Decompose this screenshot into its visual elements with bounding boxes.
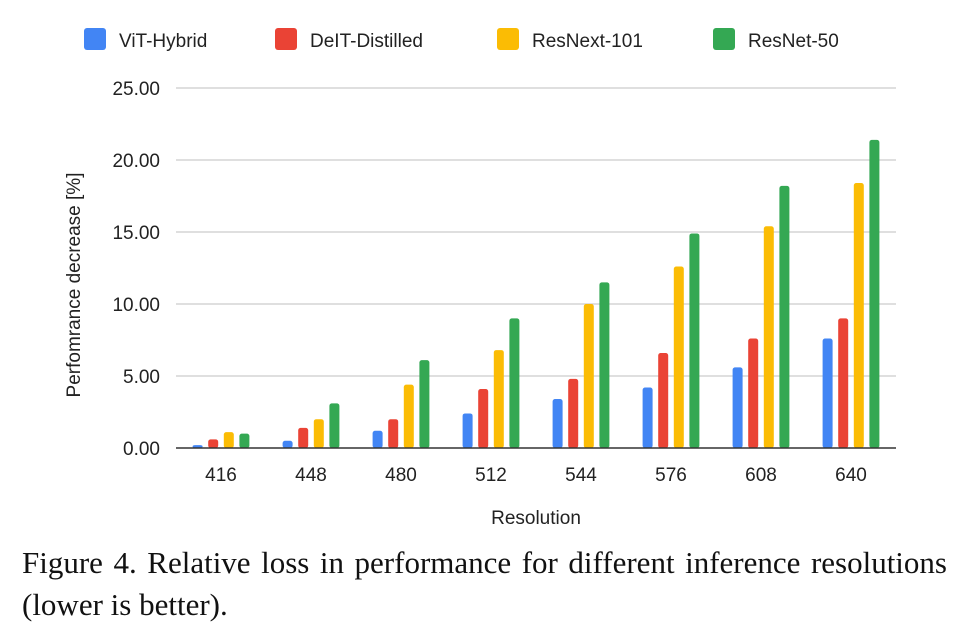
legend-swatch-3 [713, 28, 735, 50]
bar-resnext-101-576 [673, 266, 684, 448]
y-tick-label-0: 0.00 [123, 439, 160, 460]
legend-swatch-1 [275, 28, 297, 50]
legend-label-3: ResNet-50 [748, 31, 839, 52]
bar-deit-distilled-640 [838, 318, 849, 448]
x-tick-label-416: 416 [205, 465, 237, 486]
x-axis-title: Resolution [491, 508, 581, 529]
bar-deit-distilled-512 [478, 388, 489, 448]
bar-resnet-50-640 [869, 139, 880, 448]
x-tick-label-640: 640 [835, 465, 867, 486]
y-tick-label-2: 10.00 [112, 295, 160, 316]
bar-resnet-50-544 [599, 282, 610, 448]
bar-deit-distilled-480 [388, 419, 399, 448]
bar-resnet-50-512 [509, 318, 520, 448]
bar-resnet-50-448 [329, 403, 340, 448]
chart-legend: ViT-Hybrid DeIT-Distilled ResNext-101 ResNe… [84, 28, 839, 52]
bar-deit-distilled-416 [208, 439, 219, 448]
bar-chart: ViT-Hybrid DeIT-Distilled ResNext-101 ResNe… [64, 28, 896, 529]
x-tick-label-608: 608 [745, 465, 777, 486]
bar-resnet-50-576 [689, 233, 700, 448]
bar-deit-distilled-576 [658, 352, 669, 448]
bar-vit-hybrid-576 [642, 387, 653, 448]
chart-gridlines [176, 87, 896, 377]
bar-vit-hybrid-608 [732, 367, 743, 448]
bar-resnext-101-608 [763, 226, 774, 448]
chart-bars [192, 139, 880, 449]
bar-resnext-101-448 [313, 419, 324, 448]
y-tick-label-4: 20.00 [112, 151, 160, 172]
x-axis-ticks: 416 448 480 512 544 576 608 640 [205, 465, 867, 486]
x-tick-label-544: 544 [565, 465, 597, 486]
bar-vit-hybrid-448 [282, 440, 293, 448]
legend-label-1: DeIT-Distilled [310, 31, 423, 52]
x-tick-label-480: 480 [385, 465, 417, 486]
y-tick-label-5: 25.00 [112, 79, 160, 100]
x-tick-label-576: 576 [655, 465, 687, 486]
y-tick-label-3: 15.00 [112, 223, 160, 244]
bar-resnet-50-608 [779, 185, 790, 449]
bar-vit-hybrid-480 [372, 430, 383, 448]
bar-resnext-101-544 [583, 304, 594, 448]
bar-vit-hybrid-640 [822, 338, 833, 448]
y-axis-ticks: 0.00 5.00 10.00 15.00 20.00 25.00 [112, 79, 160, 460]
bar-deit-distilled-544 [568, 378, 579, 448]
bar-resnet-50-480 [419, 360, 430, 448]
legend-label-0: ViT-Hybrid [119, 31, 207, 52]
bar-resnext-101-640 [853, 183, 864, 449]
legend-swatch-0 [84, 28, 106, 50]
bar-deit-distilled-448 [298, 427, 309, 448]
y-axis-title: Perfomrance decrease [%] [64, 173, 85, 398]
bar-resnext-101-512 [493, 350, 504, 448]
legend-label-2: ResNext-101 [532, 31, 643, 52]
legend-swatch-2 [497, 28, 519, 50]
bar-vit-hybrid-544 [552, 399, 563, 448]
x-tick-label-448: 448 [295, 465, 327, 486]
y-tick-label-1: 5.00 [123, 367, 160, 388]
bar-resnext-101-480 [403, 384, 414, 448]
bar-resnext-101-416 [223, 432, 234, 448]
bar-deit-distilled-608 [748, 338, 759, 448]
figure-caption: Figure 4. Relative loss in performance f… [22, 545, 947, 622]
x-tick-label-512: 512 [475, 465, 507, 486]
bar-resnet-50-416 [239, 433, 250, 448]
bar-vit-hybrid-512 [462, 413, 473, 448]
